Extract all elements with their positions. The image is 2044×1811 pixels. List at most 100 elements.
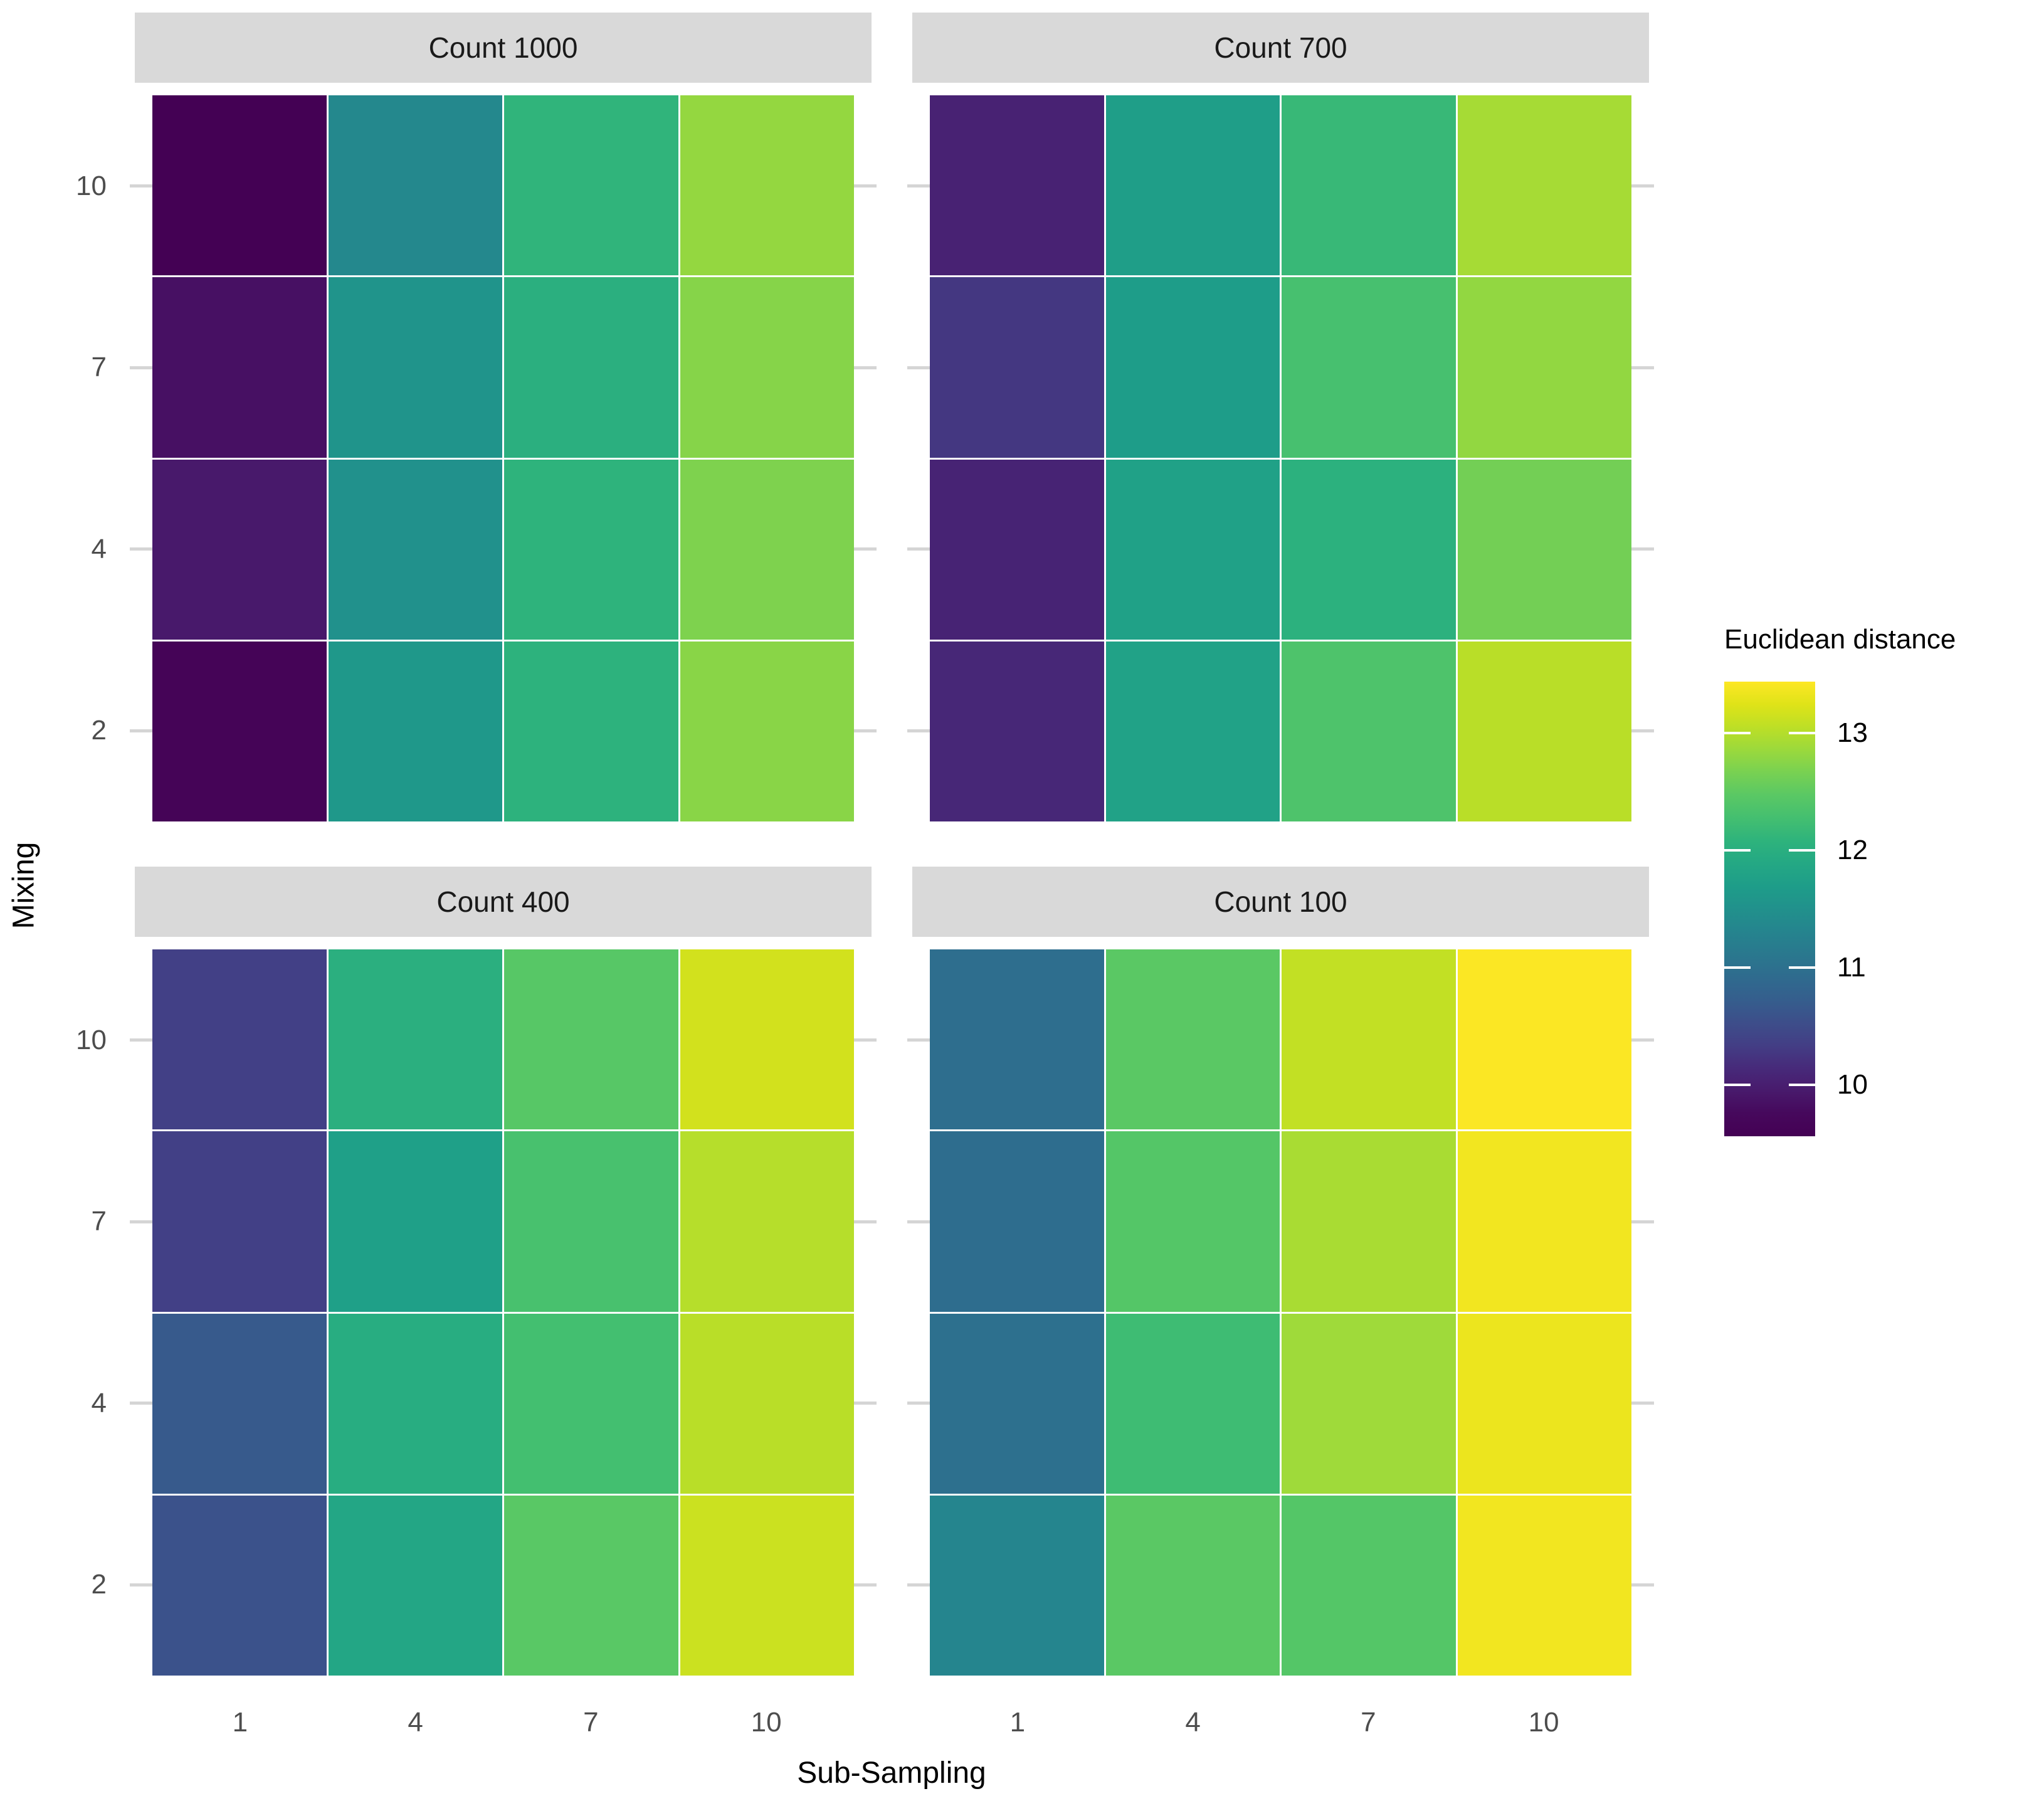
heatmap-cell bbox=[1282, 459, 1456, 640]
y-tick-label: 10 bbox=[76, 170, 107, 201]
legend-tick-mark bbox=[1789, 849, 1815, 852]
gridline-stub bbox=[907, 1220, 930, 1223]
heatmap-cell bbox=[1282, 1313, 1456, 1494]
heatmap-cell bbox=[1457, 1313, 1631, 1494]
heatmap-cell bbox=[1105, 459, 1280, 640]
legend-tick-label: 13 bbox=[1837, 717, 1868, 749]
facet-panel bbox=[907, 83, 1654, 834]
y-tick-label: 7 bbox=[91, 1206, 107, 1237]
heatmap-cell bbox=[1457, 1495, 1631, 1676]
gridline-stub bbox=[130, 1583, 152, 1587]
x-tick-label: 1 bbox=[232, 1707, 248, 1738]
heatmap-cell bbox=[1457, 1131, 1631, 1312]
heatmap-cell bbox=[504, 95, 678, 276]
gridline-stub bbox=[854, 1583, 877, 1587]
heatmap-cell bbox=[1282, 1131, 1456, 1312]
gridline-stub bbox=[1631, 1583, 1654, 1587]
legend-tick-label: 12 bbox=[1837, 835, 1868, 866]
heatmap-cell bbox=[504, 459, 678, 640]
y-tick-label: 10 bbox=[76, 1024, 107, 1055]
gridline-stub bbox=[907, 184, 930, 188]
heatmap-cell bbox=[504, 949, 678, 1130]
gridline-stub bbox=[130, 1038, 152, 1042]
gridline-stub bbox=[907, 1038, 930, 1042]
heatmap-cell bbox=[504, 1313, 678, 1494]
y-tick-label: 7 bbox=[91, 352, 107, 383]
gridline-stub bbox=[907, 1402, 930, 1405]
heatmap-cell bbox=[930, 641, 1104, 821]
x-tick-label: 7 bbox=[1361, 1707, 1376, 1738]
facet-strip-label: Count 100 bbox=[912, 867, 1649, 937]
gridline-stub bbox=[1631, 184, 1654, 188]
facet-panel bbox=[130, 83, 877, 834]
gridline-stub bbox=[854, 1220, 877, 1223]
gridline-stub bbox=[130, 1220, 152, 1223]
gridline-stub bbox=[854, 184, 877, 188]
heatmap-cell bbox=[328, 641, 502, 821]
gridline-stub bbox=[1631, 1402, 1654, 1405]
y-tick-label: 4 bbox=[91, 1387, 107, 1418]
heatmap-cell bbox=[680, 1313, 854, 1494]
heatmap-cell bbox=[1457, 95, 1631, 276]
heatmap-tile-grid bbox=[152, 949, 854, 1676]
heatmap-cell bbox=[1282, 1495, 1456, 1676]
heatmap-tile-grid bbox=[152, 95, 854, 821]
heatmap-cell bbox=[1282, 277, 1456, 458]
legend-tick-mark bbox=[1724, 966, 1751, 969]
facet-strip-label: Count 700 bbox=[912, 13, 1649, 83]
facet-count-700: Count 700 bbox=[907, 13, 1654, 834]
heatmap-cell bbox=[152, 949, 327, 1130]
heatmap-cell bbox=[930, 1131, 1104, 1312]
legend-tick-label: 10 bbox=[1837, 1069, 1868, 1100]
legend-tick-label: 11 bbox=[1837, 951, 1866, 983]
gridline-stub bbox=[907, 366, 930, 369]
heatmap-cell bbox=[1282, 95, 1456, 276]
y-tick-label: 4 bbox=[91, 533, 107, 564]
facet-count-1000: Count 1000 bbox=[130, 13, 877, 834]
heatmap-cell bbox=[1105, 641, 1280, 821]
heatmap-cell bbox=[1105, 1131, 1280, 1312]
heatmap-cell bbox=[1457, 459, 1631, 640]
heatmap-cell bbox=[152, 277, 327, 458]
gridline-stub bbox=[1631, 729, 1654, 732]
gridline-stub bbox=[130, 366, 152, 369]
heatmap-cell bbox=[504, 1495, 678, 1676]
gridline-stub bbox=[854, 729, 877, 732]
facet-strip-label: Count 1000 bbox=[135, 13, 872, 83]
facet-panel bbox=[907, 937, 1654, 1688]
x-tick-label: 4 bbox=[1185, 1707, 1201, 1738]
facet-panel bbox=[130, 937, 877, 1688]
heatmap-cell bbox=[328, 1131, 502, 1312]
facet-count-100: Count 100 bbox=[907, 867, 1654, 1688]
heatmap-cell bbox=[930, 95, 1104, 276]
legend-tick-mark bbox=[1789, 966, 1815, 969]
gridline-stub bbox=[1631, 1038, 1654, 1042]
heatmap-cell bbox=[1457, 641, 1631, 821]
heatmap-cell bbox=[930, 459, 1104, 640]
y-axis-title: Mixing bbox=[7, 842, 41, 929]
legend-gradient-bar: 13 12 11 10 bbox=[1724, 682, 1868, 1136]
gridline-stub bbox=[854, 547, 877, 551]
heatmap-tile-grid bbox=[930, 95, 1631, 821]
gridline-stub bbox=[854, 1402, 877, 1405]
heatmap-cell bbox=[504, 277, 678, 458]
heatmap-cell bbox=[328, 277, 502, 458]
gridline-stub bbox=[854, 366, 877, 369]
heatmap-cell bbox=[328, 1313, 502, 1494]
x-tick-label: 10 bbox=[1528, 1707, 1559, 1738]
color-legend: Euclidean distance 13 12 11 10 bbox=[1724, 624, 2044, 1136]
gridline-stub bbox=[1631, 547, 1654, 551]
gridline-stub bbox=[907, 1583, 930, 1587]
x-tick-label: 1 bbox=[1009, 1707, 1026, 1738]
legend-tick-mark bbox=[1724, 849, 1751, 852]
heatmap-cell bbox=[504, 1131, 678, 1312]
gridline-stub bbox=[854, 1038, 877, 1042]
heatmap-cell bbox=[1457, 949, 1631, 1130]
heatmap-cell bbox=[930, 949, 1104, 1130]
heatmap-cell bbox=[1105, 277, 1280, 458]
heatmap-tile-grid bbox=[930, 949, 1631, 1676]
x-axis-title: Sub-Sampling bbox=[797, 1756, 986, 1790]
facet-strip-label: Count 400 bbox=[135, 867, 872, 937]
legend-tick-mark bbox=[1724, 1083, 1751, 1086]
